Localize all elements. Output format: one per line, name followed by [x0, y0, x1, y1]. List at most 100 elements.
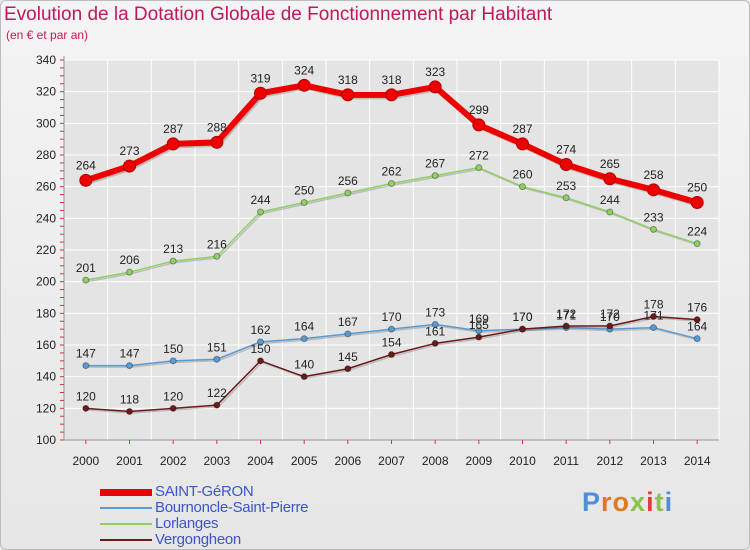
- x-tick-label: 2004: [247, 454, 274, 468]
- logo-letter: o: [612, 487, 631, 517]
- data-label: 171: [556, 309, 576, 323]
- logo-letter: r: [601, 487, 613, 517]
- y-tick-label: 220: [36, 243, 56, 257]
- data-label: 265: [600, 157, 620, 171]
- legend-label: Vergongheon: [155, 531, 241, 548]
- data-label: 172: [600, 307, 620, 321]
- x-tick-label: 2009: [465, 454, 492, 468]
- data-point: [257, 208, 264, 216]
- logo-letter: i: [646, 487, 655, 517]
- data-label: 170: [512, 310, 532, 324]
- data-point: [210, 135, 224, 149]
- data-point: [431, 320, 439, 328]
- data-label: 256: [338, 174, 358, 188]
- data-point: [297, 78, 311, 92]
- x-tick-label: 2011: [553, 454, 579, 468]
- data-label: 167: [338, 315, 358, 329]
- data-label: 150: [163, 342, 183, 356]
- y-tick-label: 340: [36, 53, 56, 67]
- data-point: [690, 196, 704, 209]
- logo-letter: t: [654, 487, 665, 517]
- data-label: 260: [512, 168, 532, 182]
- legend-swatch: [100, 523, 152, 525]
- x-tick-label: 2012: [596, 454, 623, 468]
- data-point: [650, 313, 657, 320]
- chart-title: Evolution de la Dotation Globale de Fonc…: [4, 4, 553, 25]
- proxiti-logo: Proxiti: [582, 487, 673, 518]
- data-point: [606, 322, 614, 330]
- data-label: 319: [250, 71, 270, 85]
- data-point: [693, 240, 701, 248]
- x-tick-label: 2010: [509, 454, 536, 468]
- data-point: [475, 333, 483, 341]
- data-label: 287: [163, 122, 183, 136]
- data-label: 169: [469, 312, 489, 326]
- data-point: [388, 325, 395, 333]
- data-point: [650, 225, 657, 233]
- data-point: [169, 357, 177, 365]
- x-tick-label: 2002: [160, 454, 187, 468]
- data-label: 118: [120, 393, 139, 407]
- data-point: [388, 351, 395, 358]
- data-label: 250: [294, 184, 314, 198]
- data-point: [385, 88, 398, 102]
- data-label: 213: [163, 242, 183, 256]
- data-point: [606, 208, 614, 216]
- data-label: 318: [381, 73, 401, 87]
- x-tick-label: 2005: [291, 454, 318, 468]
- data-label: 164: [687, 320, 707, 334]
- data-label: 250: [687, 181, 707, 195]
- data-point: [126, 362, 133, 370]
- data-label: 170: [381, 310, 401, 324]
- data-point: [344, 365, 352, 373]
- data-label: 244: [600, 193, 620, 207]
- data-label: 147: [76, 347, 96, 361]
- data-point: [257, 357, 264, 365]
- data-point: [166, 137, 180, 151]
- data-point: [603, 172, 617, 186]
- data-point: [169, 257, 177, 265]
- data-label: 299: [469, 103, 489, 117]
- data-point: [516, 137, 529, 151]
- data-label: 165: [469, 318, 489, 332]
- x-tick-label: 2007: [378, 454, 405, 468]
- legend-swatch: [100, 507, 152, 509]
- data-label: 267: [425, 157, 445, 171]
- data-point: [213, 252, 221, 260]
- logo-letter: i: [664, 487, 674, 517]
- data-label: 264: [76, 158, 96, 172]
- data-label: 164: [294, 320, 314, 334]
- data-point: [559, 158, 573, 171]
- y-tick-label: 300: [36, 116, 56, 130]
- data-point: [647, 183, 660, 197]
- data-label: 323: [425, 65, 445, 79]
- data-point: [254, 86, 267, 100]
- logo-letter: P: [582, 487, 602, 517]
- data-label: 120: [76, 389, 96, 403]
- data-label: 140: [294, 358, 314, 372]
- data-point: [79, 173, 93, 187]
- data-label: 262: [381, 165, 401, 179]
- data-point: [431, 172, 439, 180]
- data-point: [300, 373, 308, 381]
- x-tick-label: 2001: [116, 454, 143, 468]
- data-point: [693, 316, 701, 324]
- data-point: [213, 401, 221, 409]
- y-tick-label: 140: [36, 370, 56, 384]
- data-point: [519, 325, 526, 333]
- data-point: [300, 335, 308, 343]
- data-label: 161: [425, 324, 445, 338]
- data-point: [693, 335, 701, 343]
- legend-label: SAINT-GéRON: [155, 483, 254, 500]
- data-point: [562, 194, 570, 202]
- x-tick-label: 2006: [334, 454, 361, 468]
- y-tick-label: 100: [36, 433, 56, 447]
- legend-label: Lorlanges: [155, 515, 219, 532]
- data-point: [300, 199, 308, 206]
- x-tick-label: 2003: [203, 454, 230, 468]
- data-point: [431, 339, 439, 347]
- data-label: 170: [512, 310, 532, 324]
- data-label: 176: [687, 301, 707, 315]
- data-label: 233: [643, 210, 663, 224]
- data-label: 273: [119, 144, 139, 158]
